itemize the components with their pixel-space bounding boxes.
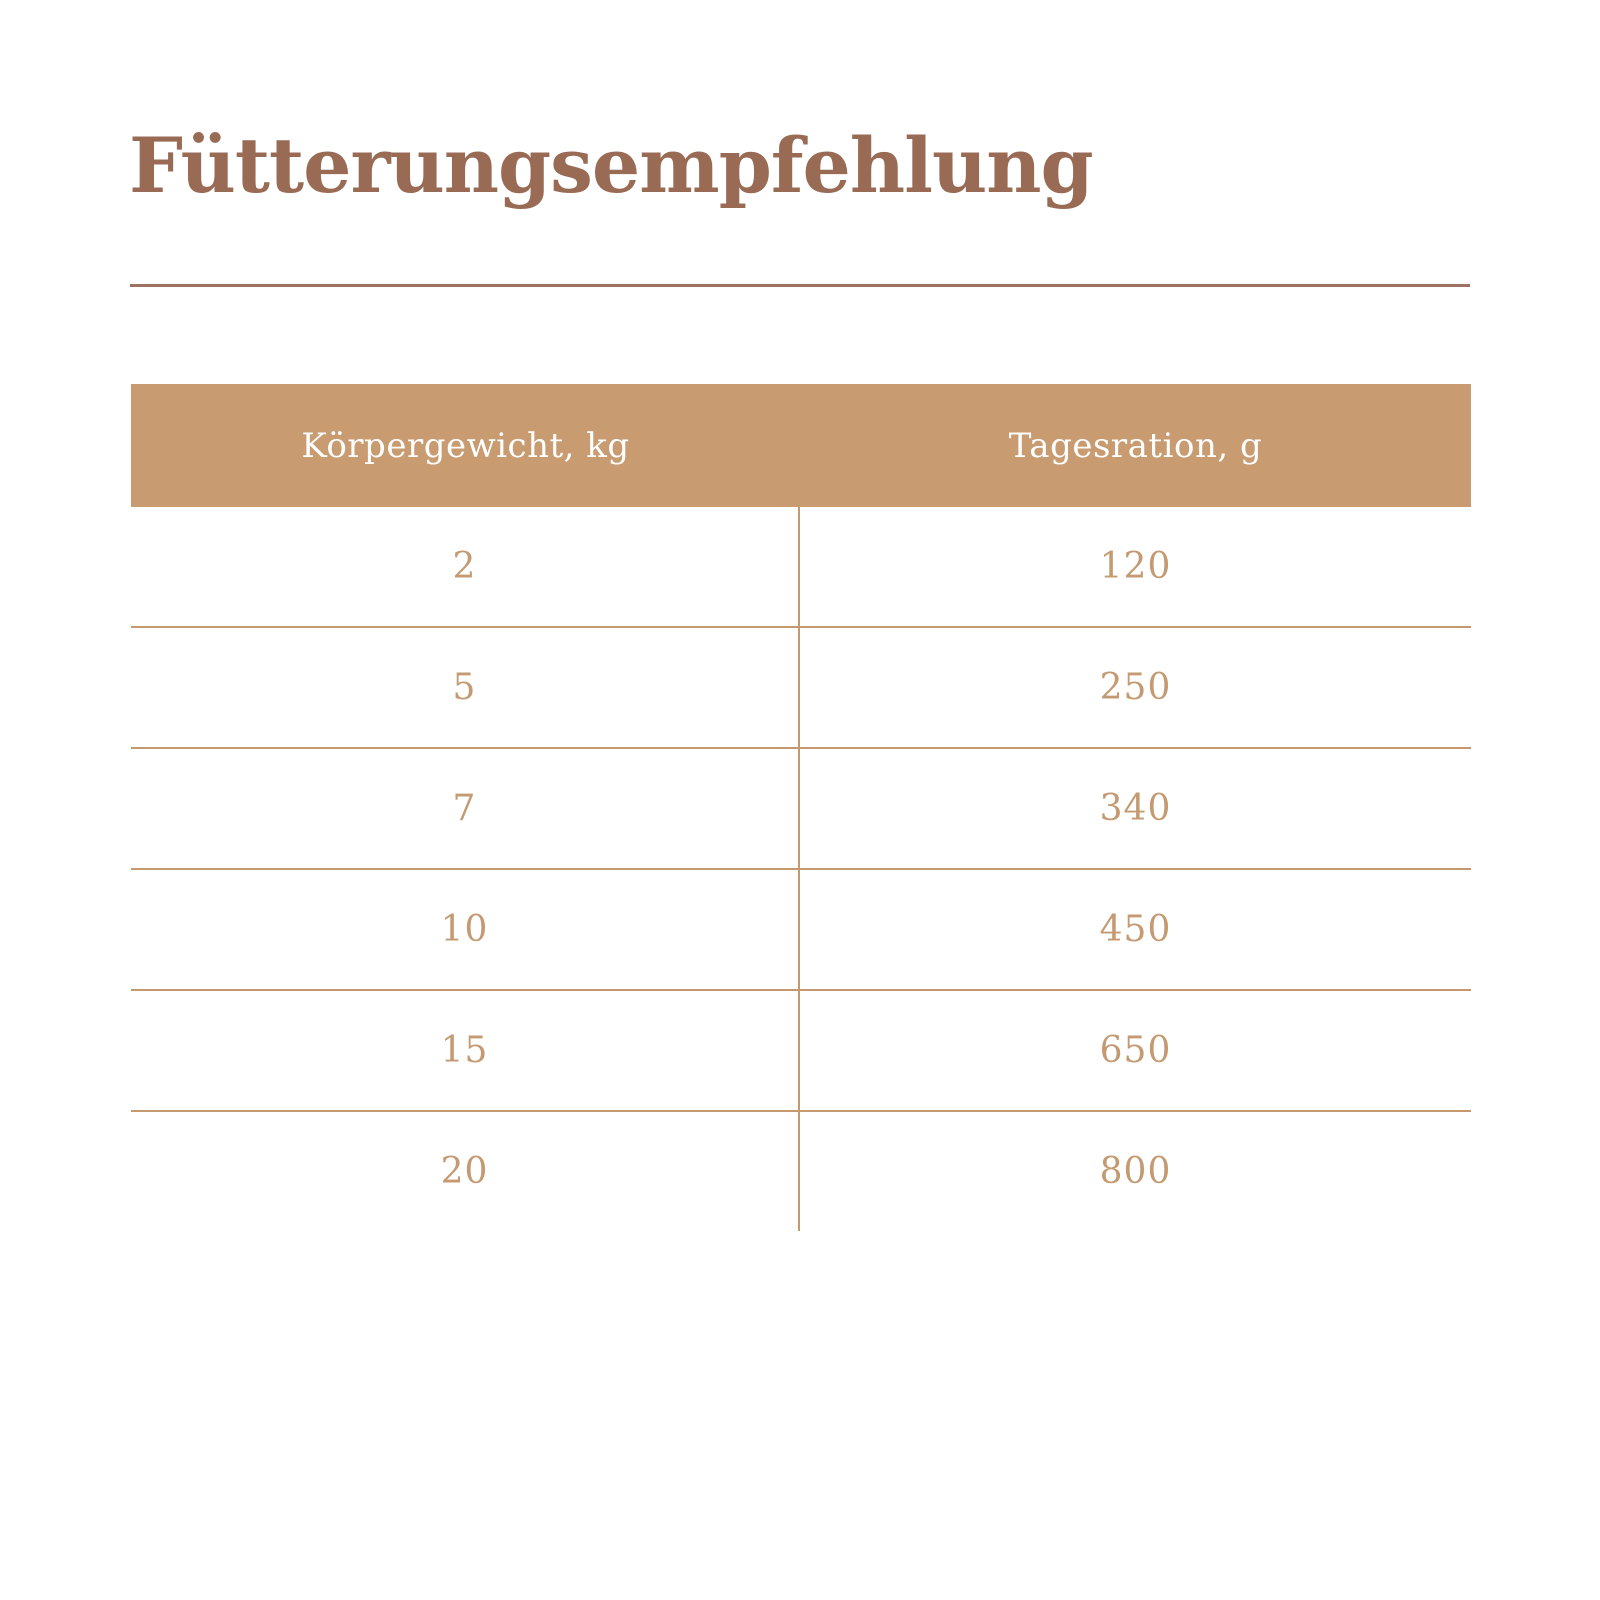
cell-daily-ration: 120 <box>1099 546 1172 587</box>
table-body: 2 120 5 250 7 340 10 450 15 650 20 800 <box>131 507 1471 1231</box>
table-row: 2 120 <box>131 507 1471 626</box>
table-row: 5 250 <box>131 626 1471 747</box>
cell-daily-ration: 650 <box>1099 1030 1172 1071</box>
table-row: 20 800 <box>131 1110 1471 1231</box>
column-header-body-weight: Körpergewicht, kg <box>301 425 630 466</box>
cell-body-weight: 15 <box>131 991 800 1110</box>
table-row: 10 450 <box>131 868 1471 989</box>
cell-daily-ration: 450 <box>1099 909 1172 950</box>
cell-daily-ration: 800 <box>1099 1151 1172 1192</box>
table-row: 15 650 <box>131 989 1471 1110</box>
table-row: 7 340 <box>131 747 1471 868</box>
cell-body-weight: 10 <box>131 870 800 989</box>
table-header-row: Körpergewicht, kg Tagesration, g <box>131 384 1471 507</box>
page-title: Fütterungsempfehlung <box>129 121 1094 210</box>
cell-body-weight: 7 <box>131 749 800 868</box>
feeding-table: Körpergewicht, kg Tagesration, g 2 120 5 25… <box>131 384 1471 1231</box>
column-header-daily-ration: Tagesration, g <box>1008 425 1263 466</box>
title-divider <box>130 284 1470 287</box>
cell-daily-ration: 340 <box>1099 788 1172 829</box>
cell-daily-ration: 250 <box>1099 667 1172 708</box>
cell-body-weight: 20 <box>131 1112 800 1231</box>
cell-body-weight: 2 <box>131 507 800 626</box>
cell-body-weight: 5 <box>131 628 800 747</box>
